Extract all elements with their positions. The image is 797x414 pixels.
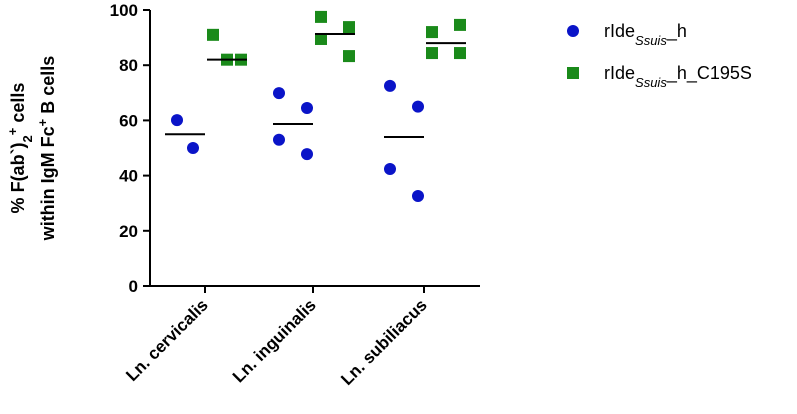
y-axis-label: within IgM Fc+ B cells (35, 56, 59, 242)
data-point (454, 18, 466, 31)
legend-marker (567, 67, 579, 79)
data-point (384, 79, 396, 92)
data-point (273, 133, 285, 146)
data-point (343, 21, 355, 34)
legend-label-part: _h (666, 21, 687, 42)
y-tick-label: 0 (129, 277, 138, 296)
y-tick-label: 20 (119, 222, 138, 241)
y-tick-label: 40 (119, 167, 138, 186)
y-axis-label-part: % F(ab`) (8, 142, 28, 213)
data-point (171, 114, 183, 127)
legend-label-part: rIde (604, 63, 635, 83)
y-tick-label: 100 (110, 1, 138, 20)
data-point (315, 10, 327, 23)
data-point (343, 50, 355, 63)
legend-label-part: rIde (604, 21, 635, 41)
data-point (315, 32, 327, 45)
y-axis-label-part: cells (8, 83, 28, 128)
legend-label-part: _h_C195S (666, 63, 752, 84)
data-point (384, 162, 396, 175)
x-tick-label: Ln. subiliacus (337, 295, 431, 389)
y-axis-label: % F(ab`)2+ cells (5, 83, 35, 214)
data-point (301, 101, 313, 114)
data-point (187, 142, 199, 154)
legend-label: rIdeSsuis_h_C195S (604, 63, 752, 90)
y-axis-label-part: B cells (38, 56, 58, 119)
data-point (426, 47, 438, 60)
data-point (426, 26, 438, 39)
data-point (301, 148, 313, 161)
data-point (454, 47, 466, 60)
y-axis-label-part: within IgM Fc (38, 126, 58, 241)
y-axis-label-part: + (35, 118, 50, 126)
data-point (412, 100, 424, 113)
legend-label-part: Ssuis (635, 75, 667, 90)
y-tick-label: 80 (119, 56, 138, 75)
y-axis-label-part: + (5, 127, 20, 135)
legend-label-part: Ssuis (635, 33, 667, 48)
data-point (207, 28, 219, 41)
legend-marker (567, 25, 579, 37)
legend-label: rIdeSsuis_h (604, 21, 687, 48)
data-point (412, 190, 424, 203)
y-axis-label-part: 2 (20, 135, 35, 142)
x-tick-label: Ln. cervicalis (122, 295, 212, 385)
y-tick-label: 60 (119, 111, 138, 130)
x-tick-label: Ln. inguinalis (229, 295, 320, 386)
data-point (273, 87, 285, 100)
